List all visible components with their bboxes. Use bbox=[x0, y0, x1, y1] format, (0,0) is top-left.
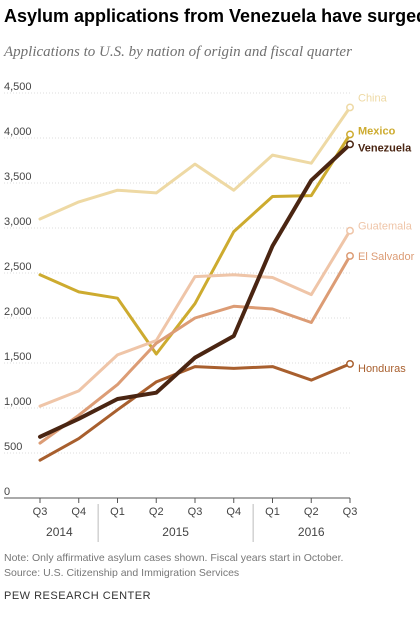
y-tick-label: 3,500 bbox=[4, 171, 32, 183]
chart-subtitle: Applications to U.S. by nation of origin… bbox=[4, 44, 352, 60]
chart-title: Asylum applications from Venezuela have … bbox=[4, 6, 420, 26]
year-label: 2016 bbox=[298, 525, 325, 539]
y-tick-label: 2,000 bbox=[4, 306, 32, 318]
series-end-marker bbox=[346, 251, 354, 260]
series-end-marker bbox=[346, 140, 354, 149]
series-label-mexico: Mexico bbox=[358, 125, 396, 137]
series-line-venezuela bbox=[38, 142, 352, 439]
series-end-marker bbox=[346, 226, 354, 235]
x-tick-label: Q3 bbox=[188, 506, 203, 518]
organization-label: PEW RESEARCH CENTER bbox=[4, 590, 152, 602]
series-label-venezuela: Venezuela bbox=[358, 142, 412, 154]
series-line-china bbox=[38, 105, 352, 221]
series-line-honduras bbox=[38, 362, 352, 462]
y-tick-label: 4,500 bbox=[4, 81, 32, 93]
x-tick-label: Q4 bbox=[71, 506, 86, 518]
y-tick-label: 4,000 bbox=[4, 126, 32, 138]
x-tick-label: Q4 bbox=[226, 506, 241, 518]
series-label-el-salvador: El Salvador bbox=[358, 251, 415, 263]
x-tick-label: Q2 bbox=[304, 506, 319, 518]
year-label: 2015 bbox=[162, 525, 189, 539]
series-line-mexico bbox=[38, 132, 352, 356]
series-line-guatemala bbox=[38, 229, 352, 408]
x-tick-label: Q1 bbox=[110, 506, 125, 518]
line-chart: 0 500 1,000 1,500 2,000 2,500 3,000 3,500 4,000 4… bbox=[4, 81, 415, 542]
y-tick-label: 500 bbox=[4, 441, 22, 453]
y-tick-label: 0 bbox=[4, 486, 10, 498]
y-tick-label: 2,500 bbox=[4, 261, 32, 273]
y-tick-label: 3,000 bbox=[4, 216, 32, 228]
year-label: 2014 bbox=[46, 525, 73, 539]
x-tick-label: Q2 bbox=[149, 506, 164, 518]
y-tick-label: 1,500 bbox=[4, 351, 32, 363]
chart-note: Note: Only affirmative asylum cases show… bbox=[4, 552, 344, 564]
chart-source: Source: U.S. Citizenship and Immigration… bbox=[4, 567, 240, 579]
series-label-china: China bbox=[358, 92, 388, 104]
series-end-marker bbox=[346, 130, 354, 139]
series-label-honduras: Honduras bbox=[358, 363, 406, 375]
series-end-marker bbox=[346, 359, 354, 368]
x-tick-label: Q1 bbox=[265, 506, 280, 518]
y-tick-label: 1,000 bbox=[4, 396, 32, 408]
x-tick-label: Q3 bbox=[33, 506, 48, 518]
series-label-guatemala: Guatemala bbox=[358, 221, 413, 233]
series-end-marker bbox=[346, 103, 354, 112]
x-tick-label: Q3 bbox=[343, 506, 358, 518]
series-line-el-salvador bbox=[38, 254, 352, 445]
